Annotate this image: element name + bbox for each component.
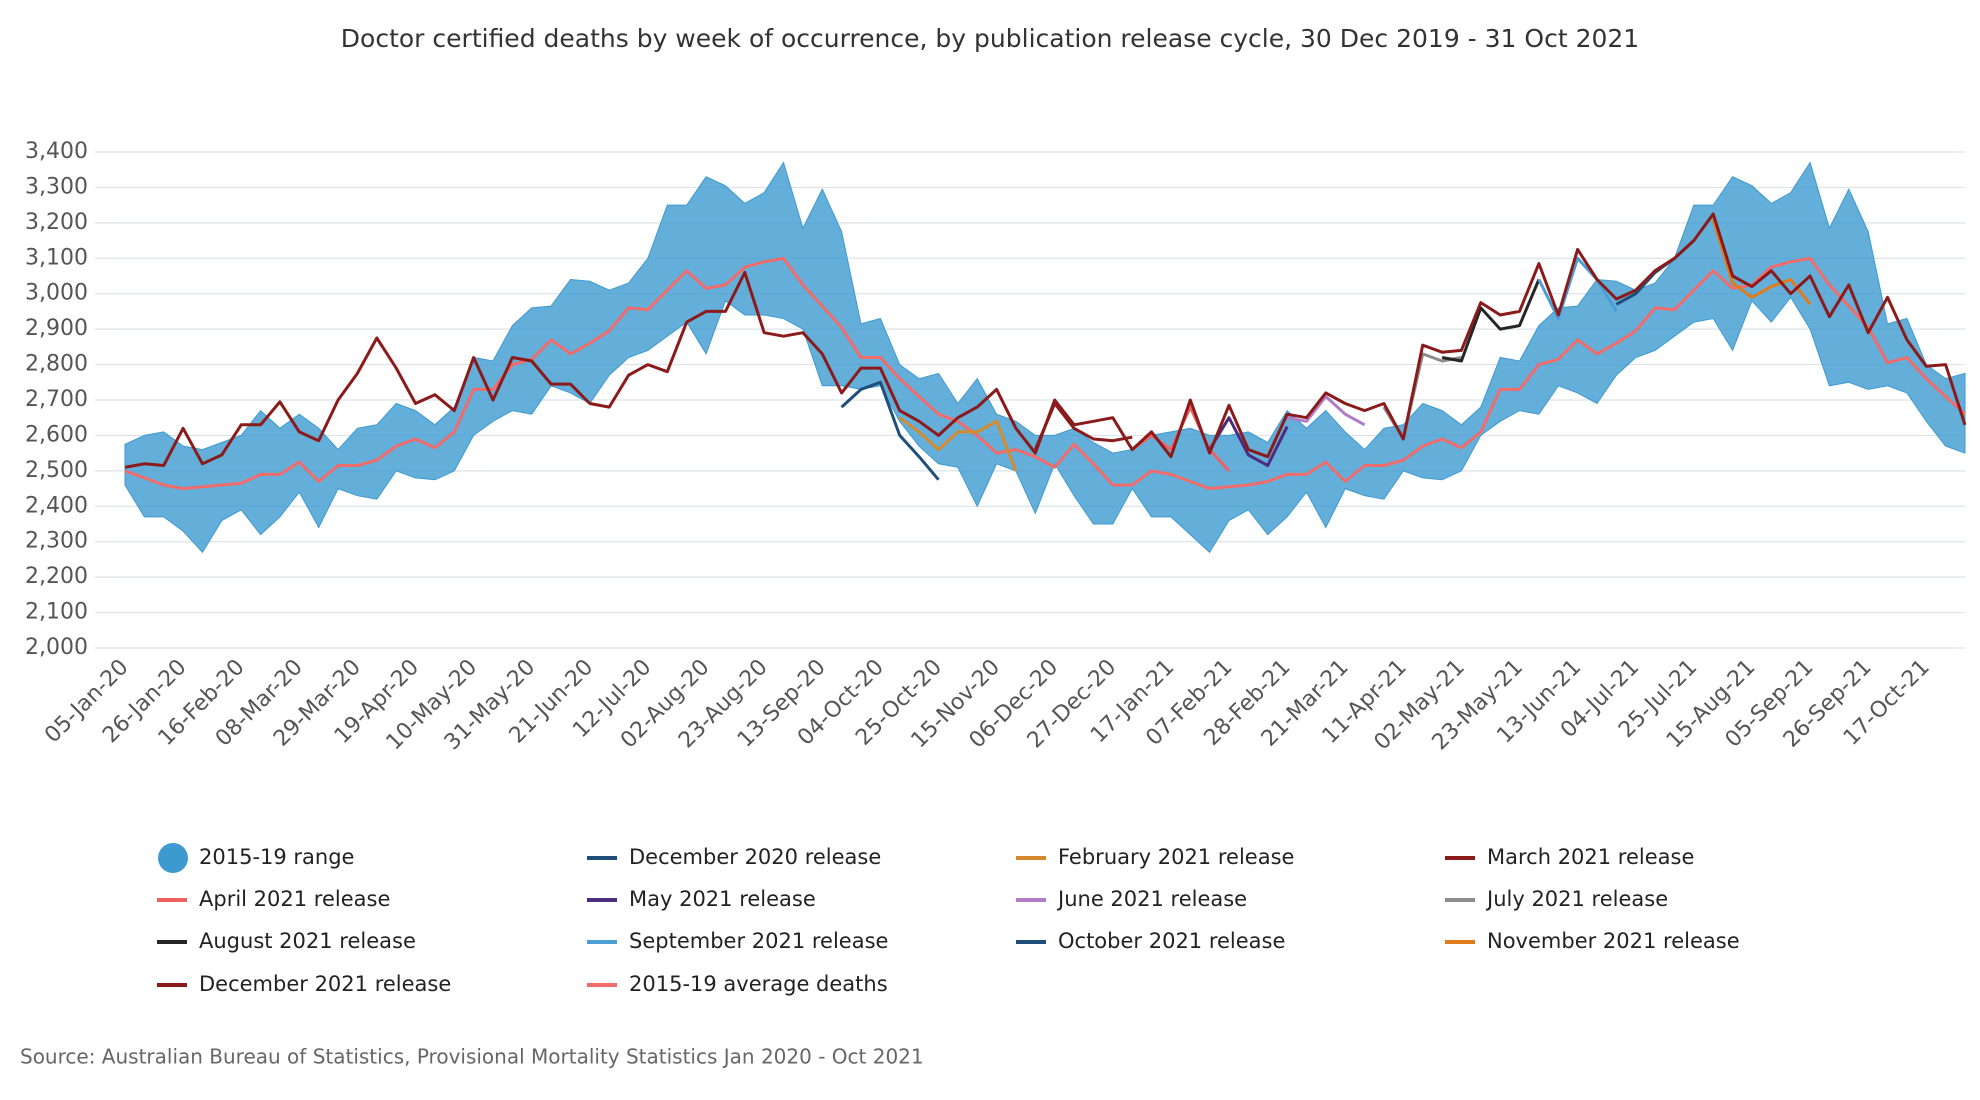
legend: 2015-19 range December 2020 release Februa… [157, 843, 1740, 996]
grid [95, 151, 1965, 649]
series-line [1208, 416, 1289, 467]
legend-label: June 2021 release [1056, 887, 1247, 911]
y-tick-label: 2,200 [25, 564, 88, 589]
legend-label: April 2021 release [199, 887, 390, 911]
y-tick-label: 2,900 [25, 316, 88, 341]
series-line [124, 256, 1967, 491]
legend-label: December 2021 release [199, 972, 451, 996]
source-note: Source: Australian Bureau of Statistics,… [20, 1045, 924, 1069]
y-tick-label: 2,300 [25, 529, 88, 554]
legend-swatch [158, 843, 188, 873]
series-line [124, 212, 1967, 469]
legend-label: May 2021 release [629, 887, 816, 911]
legend-label: July 2021 release [1485, 887, 1668, 911]
series-line [1537, 256, 1618, 320]
legend-label: September 2021 release [629, 929, 888, 953]
y-tick-label: 2,600 [25, 422, 88, 447]
legend-label: 2015-19 average deaths [629, 972, 888, 996]
series-line [1441, 278, 1541, 363]
y-tick-label: 3,000 [25, 281, 88, 306]
y-tick-label: 2,500 [25, 458, 88, 483]
y-tick-label: 3,300 [25, 174, 88, 199]
legend-label: November 2021 release [1487, 929, 1740, 953]
legend-label: February 2021 release [1058, 845, 1294, 869]
legend-label: October 2021 release [1058, 929, 1285, 953]
legend-label: March 2021 release [1487, 845, 1694, 869]
series-line [1711, 218, 1812, 306]
plot-area [124, 161, 1967, 554]
legend-label: August 2021 release [199, 929, 416, 953]
y-tick-label: 2,700 [25, 387, 88, 412]
chart-title: Doctor certified deaths by week of occur… [341, 24, 1639, 53]
y-tick-label: 3,100 [25, 245, 88, 270]
y-tick-label: 2,000 [25, 635, 88, 660]
y-tick-label: 3,400 [25, 139, 88, 164]
series-line [1286, 395, 1366, 427]
y-tick-label: 2,400 [25, 493, 88, 518]
y-tick-label: 3,200 [25, 210, 88, 235]
y-tick-label: 2,100 [25, 600, 88, 625]
y-tick-label: 2,800 [25, 352, 88, 377]
legend-label: 2015-19 range [199, 845, 354, 869]
range-band [124, 161, 1966, 554]
series-line [898, 416, 1018, 472]
series-line [840, 380, 940, 481]
legend-label: December 2020 release [629, 845, 881, 869]
